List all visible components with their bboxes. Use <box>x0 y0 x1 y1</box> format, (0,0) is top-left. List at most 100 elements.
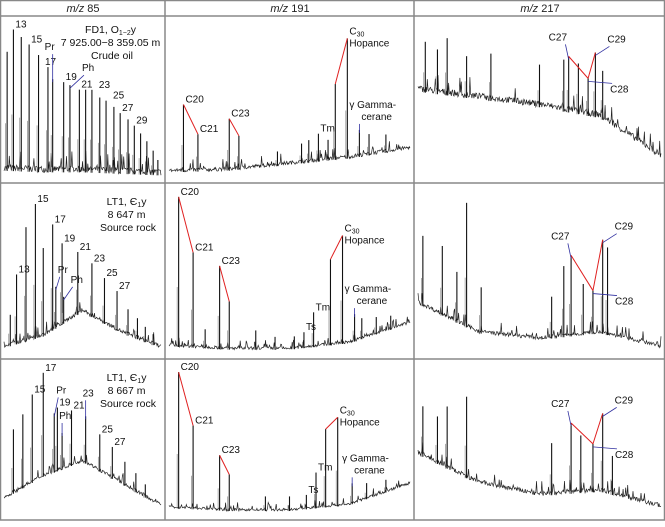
peak-label: Ph <box>82 63 94 74</box>
peak-label: Pr <box>45 42 56 53</box>
chromatogram-panel-1-3: C27 C28 C29 <box>417 32 662 158</box>
peak-label: 17 <box>55 214 67 225</box>
peak-label: C23 <box>231 109 250 120</box>
red-connector <box>219 265 230 302</box>
leader-line <box>63 286 73 301</box>
peak-label: 21 <box>74 400 86 411</box>
peak-label: C27 <box>551 231 570 242</box>
peak-label: C28 <box>610 84 629 95</box>
peak-label: 13 <box>19 264 31 275</box>
peak-label: γ Gamma-cerane <box>342 453 389 476</box>
peak-label: C30 Hopance <box>340 405 380 428</box>
peak-label: C21 <box>195 243 214 254</box>
peak-label: 29 <box>136 116 148 127</box>
red-connector <box>568 56 589 79</box>
sample-info-row1: FD1, O1−2y 7 925.00−8 359.05 m Crude oil <box>61 24 163 62</box>
chromatogram-panel-2-3: C27 C28 C29 <box>417 202 662 349</box>
peak-label: C29 <box>615 395 634 406</box>
peak-label: Pr <box>58 265 69 276</box>
leader-line <box>595 46 610 56</box>
red-connector <box>570 422 594 445</box>
peak-label: Ph <box>59 411 71 422</box>
peak-label: C20 <box>181 187 200 198</box>
peak-label: Tm <box>316 302 330 313</box>
red-connector <box>183 104 199 135</box>
leader-line <box>602 233 617 244</box>
peak-label: 15 <box>34 385 46 396</box>
column-headers: m/z 85 m/z 191 m/z 217 <box>66 3 559 15</box>
trace-baseline <box>3 302 162 348</box>
trace-baseline <box>417 442 662 508</box>
chromatogram-panel-1-2: C20 C21 C23 Tm C30 Hopance γ Gamma-cerane <box>168 26 411 173</box>
peak-label: C29 <box>615 222 634 233</box>
leader-line <box>55 276 61 290</box>
red-connector <box>330 235 343 260</box>
peak-label: 21 <box>80 242 92 253</box>
red-connector <box>570 255 594 291</box>
red-connector <box>334 38 348 85</box>
peak-label: 15 <box>31 34 43 45</box>
trace-baseline <box>168 316 411 351</box>
red-connector <box>178 372 194 426</box>
trace-baseline <box>417 293 662 349</box>
peak-label: 19 <box>64 233 76 244</box>
peak-label: C20 <box>181 362 200 373</box>
header-mz85: m/z 85 <box>66 3 99 15</box>
peak-label: C23 <box>222 445 241 456</box>
peak-label: 17 <box>45 57 57 68</box>
leader-line <box>69 74 85 89</box>
peak-label: 23 <box>99 80 111 91</box>
peak-label: C30 Hopance <box>345 223 385 246</box>
trace-baseline <box>3 454 162 506</box>
chromatogram-panel-3-3: C27 C28 C29 <box>417 395 662 508</box>
header-mz191: m/z 191 <box>270 3 309 15</box>
leader-line <box>565 44 570 60</box>
red-connector <box>178 196 194 253</box>
peak-label: 27 <box>122 103 134 114</box>
peak-label: Ph <box>71 275 83 286</box>
peak-label: C27 <box>549 32 568 43</box>
peak-label: 25 <box>106 268 118 279</box>
peak-label: C21 <box>195 416 214 427</box>
trace-baseline <box>168 141 411 173</box>
peak-label: C21 <box>200 124 219 135</box>
peak-label: 15 <box>37 194 49 205</box>
red-connector <box>587 52 596 79</box>
peak-label: Ts <box>308 485 318 496</box>
peak-label: 17 <box>45 363 57 374</box>
sample-info-row3: LT1, Є1y 8 667 m Source rock <box>100 372 157 410</box>
peak-label: 25 <box>113 91 125 102</box>
leader-line <box>53 397 59 417</box>
peak-label: 13 <box>15 19 27 30</box>
peak-label: C20 <box>185 94 204 105</box>
peak-label: γ Gamma-cerane <box>349 100 396 123</box>
peak-label: C28 <box>615 297 634 308</box>
peak-label: Tm <box>320 124 334 135</box>
leader-line <box>592 446 617 450</box>
peak-label: C29 <box>607 34 626 45</box>
peak-label: 19 <box>66 72 78 83</box>
peak-label: C27 <box>551 399 570 410</box>
red-connector <box>228 118 240 137</box>
peak-label: C23 <box>222 256 241 267</box>
leader-line <box>588 80 613 84</box>
peak-label: 27 <box>119 281 131 292</box>
peak-label: 27 <box>114 437 126 448</box>
red-connector <box>219 455 230 475</box>
peak-label: 21 <box>81 80 93 91</box>
peak-label: 25 <box>102 424 114 435</box>
leader-line <box>592 293 617 296</box>
leader-line <box>602 407 617 417</box>
red-connector <box>325 416 339 430</box>
peak-label: 23 <box>94 253 106 264</box>
leader-line <box>567 410 572 427</box>
header-mz217: m/z 217 <box>520 3 559 15</box>
sample-info-row2: LT1, Є1y 8 647 m Source rock <box>100 196 157 234</box>
peak-label: γ Gamma-cerane <box>345 284 392 307</box>
